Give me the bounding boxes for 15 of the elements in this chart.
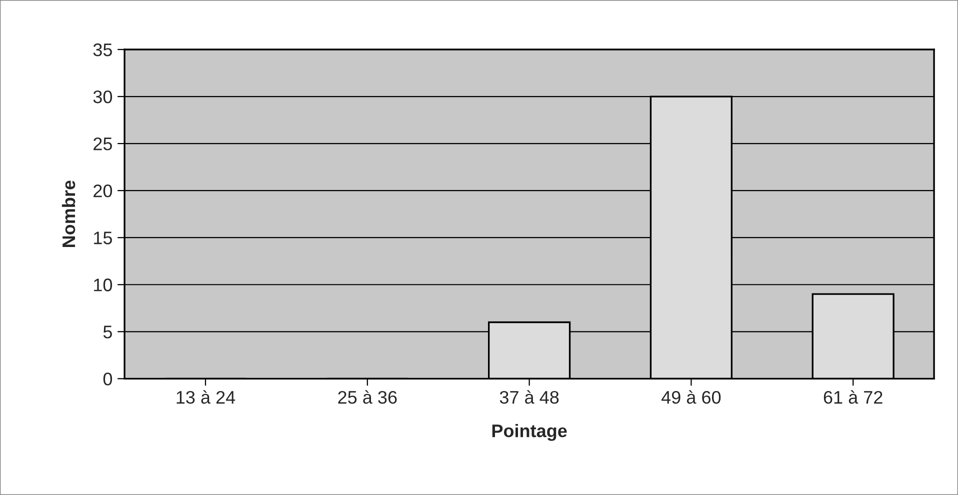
- y-tick-label: 10: [94, 278, 112, 292]
- x-tick-label: 37 à 48: [500, 390, 559, 404]
- y-tick-label: 5: [103, 326, 112, 338]
- y-tick-label: 0: [103, 372, 112, 386]
- y-tick-label: 15: [94, 232, 112, 244]
- x-tick-label: 61 à 72: [824, 390, 882, 404]
- y-tick-label: 35: [93, 43, 112, 56]
- x-tick-label: 13 à 24: [176, 390, 236, 404]
- y-tick-label: 20: [94, 184, 112, 198]
- y-tick-label: 25: [94, 137, 112, 150]
- x-tick-label: 25 à 36: [338, 390, 397, 404]
- y-tick-label: 30: [93, 90, 112, 104]
- y-axis-title: Nombre: [62, 180, 76, 247]
- x-tick-label: 49 à 60: [661, 390, 721, 404]
- x-axis-title: Pointage: [492, 424, 567, 441]
